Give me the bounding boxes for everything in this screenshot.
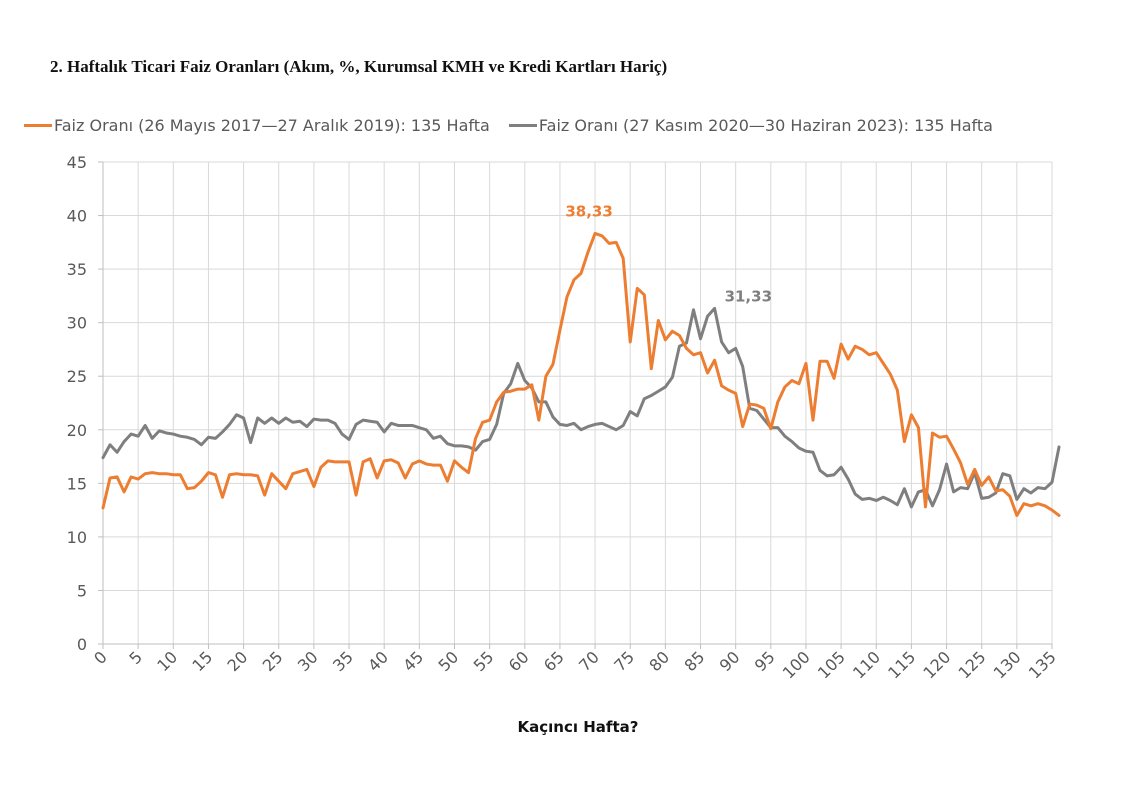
y-tick-label: 15	[67, 474, 87, 493]
x-tick-label: 115	[884, 647, 919, 682]
x-tick-label: 70	[575, 647, 603, 675]
legend: Faiz Oranı (26 Mayıs 2017—27 Aralık 2019…	[24, 112, 1007, 135]
x-axis-label: Kaçıncı Hafta?	[518, 718, 639, 736]
legend-item-orange: Faiz Oranı (26 Mayıs 2017—27 Aralık 2019…	[24, 116, 490, 135]
x-tick-label: 40	[364, 647, 392, 675]
x-tick-label: 20	[224, 647, 252, 675]
legend-swatch-orange	[24, 124, 52, 127]
legend-label-orange: Faiz Oranı (26 Mayıs 2017—27 Aralık 2019…	[54, 116, 490, 135]
x-tick-label: 90	[716, 647, 744, 675]
x-tick-label: 80	[645, 647, 673, 675]
x-tick-label: 65	[540, 647, 568, 675]
x-tick-label: 30	[294, 647, 322, 675]
y-tick-label: 25	[67, 367, 87, 386]
x-tick-label: 85	[681, 647, 709, 675]
x-tick-label: 15	[188, 647, 216, 675]
y-tick-label: 35	[67, 260, 87, 279]
y-tick-label: 45	[67, 153, 87, 172]
annotations: 38,33 31,33	[565, 202, 772, 305]
y-tick-label: 20	[67, 421, 87, 440]
x-tick-label: 110	[849, 647, 884, 682]
gridlines	[103, 161, 1053, 644]
y-tick-label: 5	[77, 581, 87, 600]
x-tick-label: 130	[990, 647, 1025, 682]
x-tick-label: 0	[90, 647, 111, 668]
x-tick-label: 120	[919, 647, 954, 682]
legend-label-gray: Faiz Oranı (27 Kasım 2020—30 Haziran 202…	[538, 116, 993, 135]
series-line-orange	[101, 231, 1061, 517]
y-tick-label: 40	[67, 207, 87, 226]
series-line-gray	[101, 306, 1061, 509]
x-tick-label: 125	[954, 647, 989, 682]
x-tick-label: 100	[779, 647, 814, 682]
chart-title: 2. Haftalık Ticari Faiz Oranları (Akım, …	[50, 57, 668, 76]
x-tick-label: 55	[470, 647, 498, 675]
annotation-label: 38,33	[565, 202, 612, 220]
x-tick-label: 95	[751, 647, 779, 675]
legend-swatch-gray	[508, 124, 537, 127]
x-tick-label: 35	[329, 647, 357, 675]
axes	[98, 161, 1053, 649]
annotation-label: 31,33	[725, 287, 772, 305]
x-tick-label: 50	[434, 647, 462, 675]
x-tick-label: 5	[125, 647, 146, 668]
legend-item-gray: Faiz Oranı (27 Kasım 2020—30 Haziran 202…	[508, 116, 993, 135]
x-tick-label: 105	[814, 647, 849, 682]
x-tick-label: 75	[610, 647, 638, 675]
x-tick-label: 135	[1025, 647, 1060, 682]
series-lines	[101, 231, 1061, 517]
y-tick-label: 30	[67, 314, 87, 333]
x-tick-label: 60	[505, 647, 533, 675]
x-tick-label: 45	[399, 647, 427, 675]
x-tick-label: 10	[153, 647, 181, 675]
x-tick-label: 25	[259, 647, 287, 675]
y-tick-label: 0	[77, 635, 87, 654]
y-tick-label: 10	[67, 528, 87, 547]
